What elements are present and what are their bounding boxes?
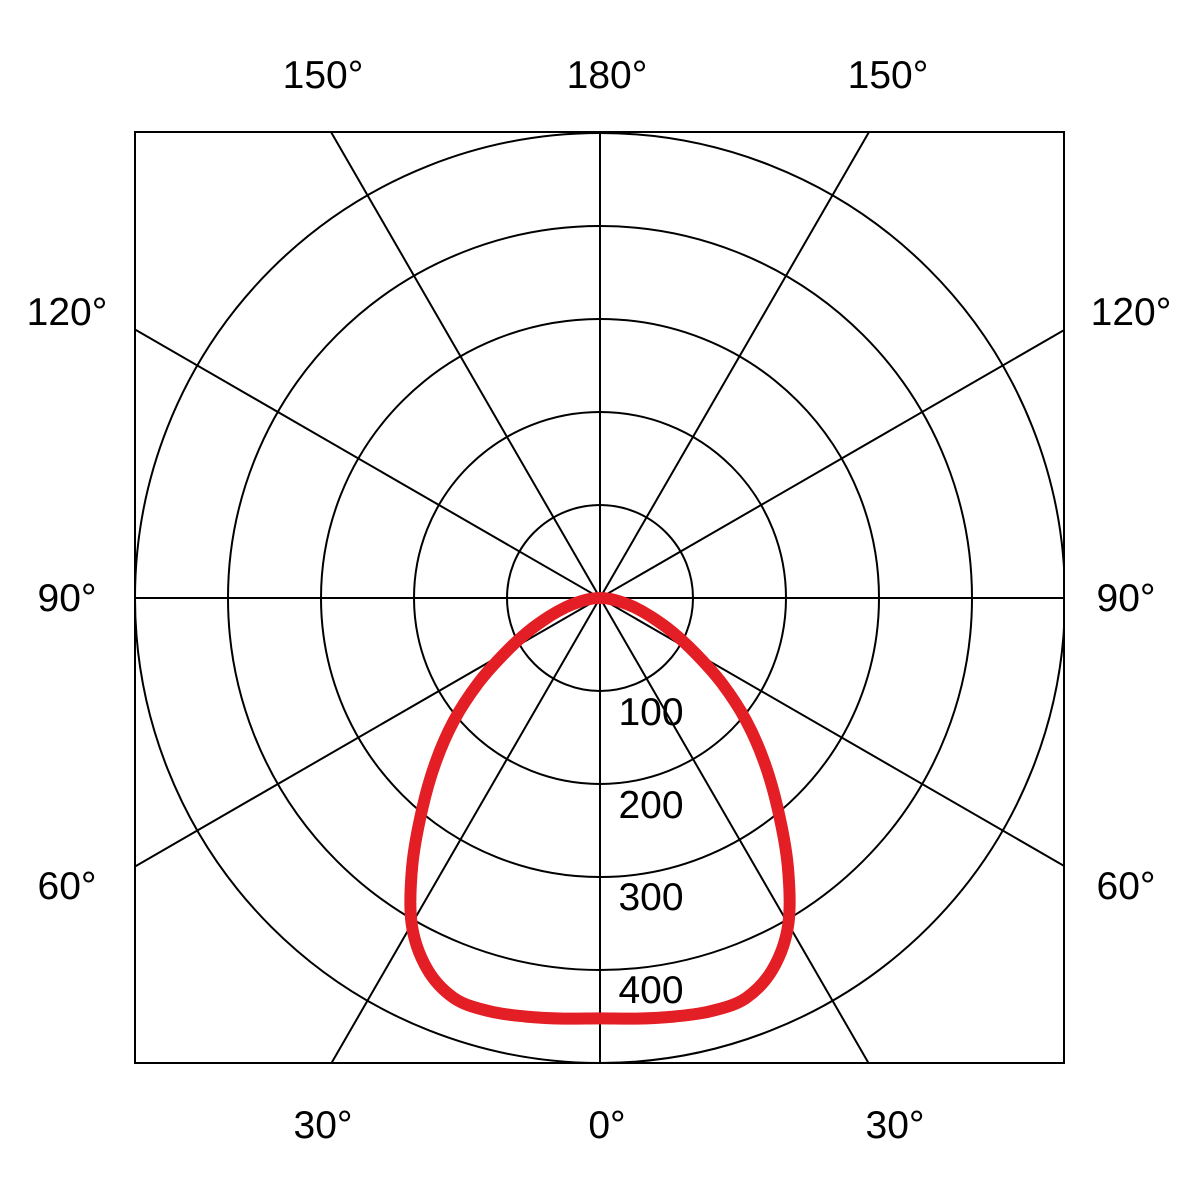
angle-label-left-90: 90° [38, 577, 97, 620]
angle-label-top-right: 150° [848, 54, 929, 97]
angle-label-left-60: 60° [38, 865, 97, 908]
angle-label-right-60: 60° [1097, 865, 1156, 908]
intensity-curve-layer [404, 592, 796, 1025]
intensity-curve [404, 592, 796, 1025]
angle-label-left-120: 120° [27, 291, 108, 334]
radial-label-200: 200 [618, 784, 683, 827]
radial-label-100: 100 [618, 691, 683, 734]
angle-label-top-left: 150° [283, 54, 364, 97]
angle-label-right-90: 90° [1097, 577, 1156, 620]
radial-label-400: 400 [618, 969, 683, 1012]
angle-label-top-center: 180° [567, 54, 648, 97]
radial-label-300: 300 [618, 876, 683, 919]
plot-frame [134, 131, 1065, 1064]
angle-label-right-120: 120° [1091, 291, 1172, 334]
angle-label-bottom-center: 0° [588, 1104, 625, 1147]
angle-label-bottom-right: 30° [866, 1104, 925, 1147]
angle-label-bottom-left: 30° [294, 1104, 353, 1147]
